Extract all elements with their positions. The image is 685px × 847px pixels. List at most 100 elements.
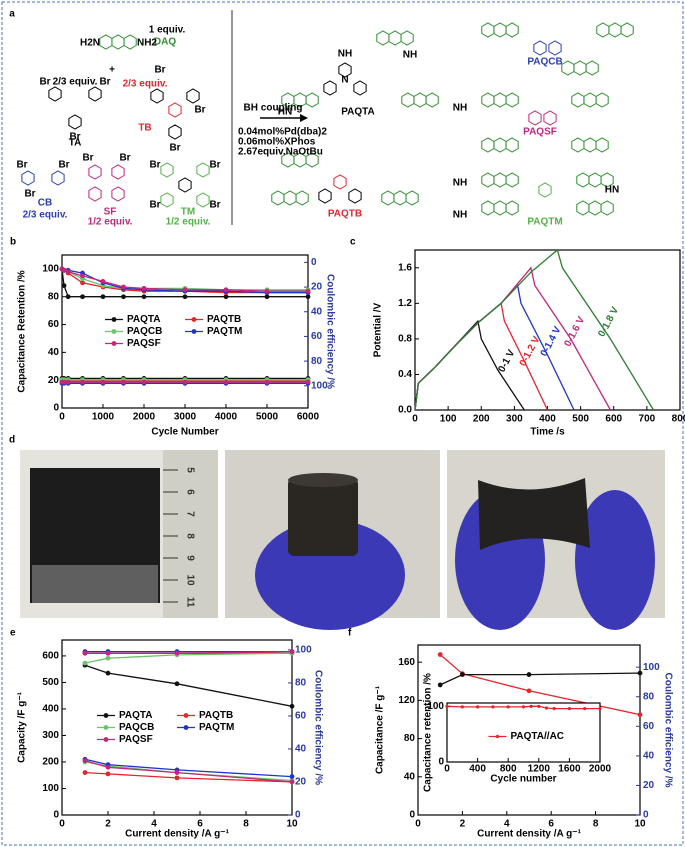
legend-label: PAQTM [207, 326, 242, 337]
y2-tick-label: 60 [311, 331, 323, 342]
ring [68, 114, 82, 130]
y2-tick-label: 60 [295, 711, 307, 722]
y2-tick-label: 100 [295, 645, 312, 656]
panel-label: f [348, 628, 352, 639]
y2-tick-label: 40 [311, 306, 323, 317]
y-axis-title: Capacity /F g⁻¹ [17, 691, 28, 763]
data-point [105, 670, 111, 676]
data-point [445, 704, 449, 708]
ring [573, 60, 587, 76]
x-tick-label: 4 [151, 819, 157, 830]
reagent-name: TA [69, 138, 82, 149]
ring [595, 137, 609, 153]
data-point [491, 705, 495, 709]
x-tick-label: 700 [639, 414, 656, 425]
ruler-number: 6 [184, 489, 195, 495]
atom-label: NH [453, 103, 467, 114]
data-point [80, 280, 85, 286]
y-tick-label: 100 [42, 264, 59, 275]
x-tick-label: 100 [440, 414, 457, 425]
legend-marker [111, 329, 117, 334]
data-point [182, 294, 188, 300]
data-point [80, 294, 85, 300]
condition: 0.04mol%Pd(dba)2 [238, 127, 327, 138]
condition: 2.67equiv.NaOtBu [238, 147, 323, 158]
ring [123, 34, 137, 50]
x-tick-label: 400 [469, 763, 486, 774]
data-point [460, 672, 465, 677]
ring [505, 200, 519, 216]
fabric-edge [32, 565, 158, 603]
panel-label: e [10, 628, 16, 639]
y-axis-title: Capacitance /F g⁻¹ [375, 685, 386, 774]
ring [333, 174, 347, 190]
atom-label: Br [169, 143, 180, 154]
data-point [476, 705, 480, 709]
y2-axis-title: Coulombic efficiency /% [312, 670, 323, 785]
data-point [105, 650, 111, 656]
data-point [289, 703, 295, 709]
atom-label: NH [403, 50, 417, 61]
y-tick-label: 0 [438, 757, 444, 768]
data-point [61, 283, 67, 288]
data-point [80, 379, 85, 385]
y-tick-label: 0 [409, 810, 415, 821]
data-point [61, 379, 67, 385]
ring [493, 92, 507, 108]
data-point [141, 379, 147, 385]
data-point [174, 775, 180, 781]
x-tick-label: 0 [444, 763, 450, 774]
x-tick-label: 1000 [92, 412, 115, 423]
data-point [264, 379, 270, 385]
series-line [84, 664, 293, 707]
data-point [506, 705, 510, 709]
ring [481, 137, 495, 153]
data-point [537, 704, 541, 708]
ring [388, 30, 402, 46]
product-name: PAQCB [527, 57, 562, 68]
x-tick-label: 5000 [256, 412, 279, 423]
data-point [174, 650, 180, 656]
y2-tick-label: 20 [295, 777, 307, 788]
ruler-number: 11 [184, 597, 195, 608]
x-tick-label: 300 [506, 414, 523, 425]
ring [576, 200, 590, 216]
data-point [598, 706, 602, 711]
data-point [182, 287, 188, 293]
ring [51, 170, 65, 186]
x-tick-label: 500 [572, 414, 589, 425]
atom-label: Br [99, 77, 110, 88]
y-tick-label: 400 [42, 704, 59, 715]
x-tick-label: 0 [59, 412, 65, 423]
series-line [414, 248, 655, 411]
ring [493, 200, 507, 216]
ring [493, 137, 507, 153]
legend-marker [191, 317, 197, 322]
x-tick-label: 3000 [174, 412, 197, 423]
ring [528, 110, 542, 126]
ring [178, 177, 192, 193]
atom-label: Br [149, 200, 160, 211]
ring [600, 172, 614, 188]
ring [21, 170, 35, 186]
ring [168, 124, 182, 140]
ring [99, 34, 113, 50]
data-point [105, 655, 111, 661]
data-point [105, 764, 111, 770]
ring [538, 182, 552, 198]
ring [481, 200, 495, 216]
ring [481, 172, 495, 188]
ring [111, 34, 125, 50]
ruler-number: 8 [184, 533, 195, 539]
ring [405, 190, 419, 206]
y-tick-label: 40 [404, 771, 416, 782]
x-tick-label: 4000 [215, 412, 238, 423]
data-point [289, 779, 295, 785]
data-point [100, 379, 106, 385]
data-point [460, 705, 464, 709]
ring [376, 30, 390, 46]
ring [505, 22, 519, 38]
ring [305, 152, 319, 168]
data-point [182, 379, 188, 385]
atom-label: Br [24, 189, 35, 200]
